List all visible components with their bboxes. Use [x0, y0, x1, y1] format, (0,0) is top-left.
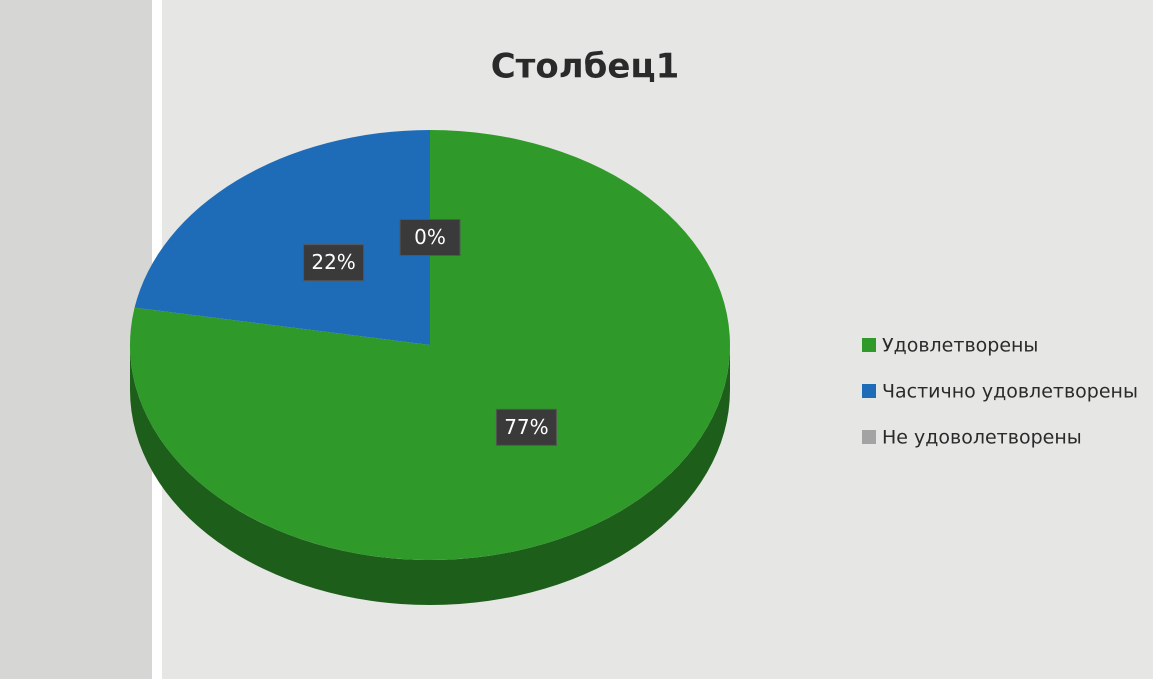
data-label-box [399, 219, 461, 256]
legend-swatch [862, 384, 876, 398]
pie-slice [130, 130, 731, 560]
data-label: 22% [311, 250, 355, 274]
legend: Удовлетворены Частично удовлетворены Не уд… [862, 335, 1138, 449]
legend-label: Не удоволетворены [882, 427, 1082, 449]
pie [130, 129, 731, 560]
data-label: 0% [414, 225, 446, 249]
data-label: 77% [504, 415, 548, 439]
data-label-box [495, 408, 557, 446]
legend-label: Удовлетворены [882, 335, 1038, 357]
chart-title: Столбец1 [491, 47, 680, 87]
legend-swatch [862, 430, 876, 444]
pie-side [130, 345, 730, 605]
legend-swatch [862, 338, 876, 352]
legend-label: Частично удовлетворены [882, 381, 1138, 403]
data-label-box [303, 244, 365, 282]
pie-side-segment [130, 345, 730, 605]
data-labels: 77% 22% 0% [303, 219, 557, 446]
left-strip [0, 0, 152, 679]
pie-slice [134, 129, 430, 345]
